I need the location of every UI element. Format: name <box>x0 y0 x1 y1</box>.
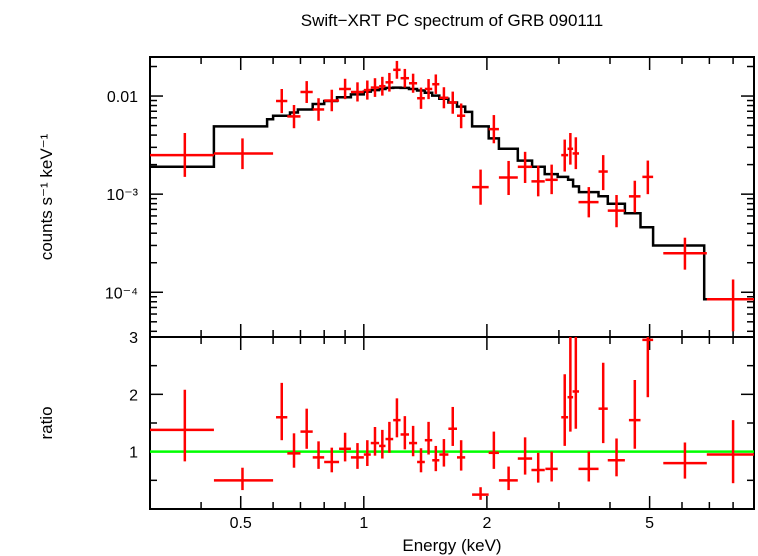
data-point <box>572 337 580 429</box>
data-point <box>324 447 340 473</box>
y-tick-label: 10⁻⁴ <box>105 285 138 302</box>
spectrum-data <box>150 60 754 332</box>
x-tick-label: 5 <box>645 515 654 532</box>
y-tick-label: 10⁻³ <box>106 187 138 204</box>
data-point <box>350 82 364 102</box>
x-tick-label: 2 <box>482 515 491 532</box>
data-point <box>339 432 351 462</box>
data-point <box>324 89 340 112</box>
data-point <box>642 337 654 398</box>
data-point <box>545 164 558 195</box>
data-point <box>379 429 386 459</box>
ratio-ticks: 0.5 1 2 5 1 2 3 <box>129 330 755 532</box>
y-tick-label: 2 <box>129 387 138 404</box>
ratio-panel: 0.5 1 2 5 1 2 3 ratio Energy (keV) <box>37 330 755 555</box>
data-point <box>287 433 301 468</box>
x-axis-label: Energy (keV) <box>402 536 501 555</box>
data-point <box>150 133 214 177</box>
data-point <box>517 437 533 475</box>
data-point <box>607 438 625 477</box>
data-point <box>424 421 433 455</box>
data-point <box>363 80 371 100</box>
data-point <box>393 398 401 438</box>
data-point <box>545 451 558 482</box>
data-point <box>312 98 325 121</box>
data-point <box>300 81 313 103</box>
data-point <box>312 441 325 469</box>
data-point <box>561 374 569 446</box>
data-point <box>370 78 380 97</box>
spectrum-panel: 0.01 10⁻³ 10⁻⁴ counts s⁻¹ keV⁻¹ <box>37 56 755 338</box>
data-point <box>561 139 569 172</box>
data-point <box>409 73 418 93</box>
data-point <box>276 382 288 441</box>
data-point <box>472 487 489 500</box>
data-point <box>287 105 301 129</box>
data-point <box>578 451 599 482</box>
data-point <box>432 74 440 94</box>
data-point <box>531 452 545 483</box>
data-point <box>385 72 394 92</box>
y-tick-label: 0.01 <box>107 89 138 106</box>
data-point <box>598 155 608 191</box>
data-point <box>417 87 425 109</box>
data-point <box>706 420 754 484</box>
data-point <box>663 237 707 270</box>
data-point <box>385 421 394 453</box>
data-point <box>448 406 457 446</box>
data-point <box>706 279 754 332</box>
data-point <box>531 165 545 197</box>
spectrum-ticks: 0.01 10⁻³ 10⁻⁴ <box>105 57 755 337</box>
data-point <box>567 133 574 165</box>
chart-title: Swift−XRT PC spectrum of GRB 090111 <box>301 11 604 30</box>
data-point <box>339 78 351 100</box>
data-point <box>572 137 580 170</box>
data-point <box>350 443 364 469</box>
data-point <box>567 337 574 432</box>
model-curve <box>150 86 754 301</box>
model-step-line <box>150 86 754 301</box>
data-point <box>213 138 274 170</box>
data-point <box>598 362 608 444</box>
data-point <box>400 416 410 450</box>
data-point <box>498 160 518 196</box>
data-point <box>456 103 466 129</box>
data-point <box>400 68 410 88</box>
data-point <box>628 180 641 213</box>
data-point <box>498 466 518 491</box>
data-point <box>409 425 418 457</box>
data-point <box>276 88 288 114</box>
data-point <box>363 440 371 466</box>
data-point <box>456 440 466 471</box>
data-point <box>432 445 440 472</box>
data-point <box>379 76 386 96</box>
data-point <box>488 115 499 144</box>
data-point <box>578 187 599 218</box>
data-point <box>439 439 449 467</box>
y-tick-label: 3 <box>129 330 138 347</box>
ratio-data <box>150 337 754 500</box>
data-point <box>213 467 274 491</box>
data-point <box>517 151 533 183</box>
data-point <box>439 87 449 109</box>
data-point <box>424 79 433 100</box>
data-point <box>300 408 313 449</box>
data-point <box>150 389 214 462</box>
data-point <box>488 431 499 469</box>
data-point <box>448 91 457 114</box>
data-point <box>472 169 489 205</box>
data-point <box>663 442 707 479</box>
x-tick-label: 0.5 <box>230 515 252 532</box>
spectrum-y-axis-label: counts s⁻¹ keV⁻¹ <box>37 133 56 260</box>
data-point <box>628 380 641 449</box>
data-point <box>417 448 425 473</box>
data-point <box>393 60 401 79</box>
x-tick-label: 1 <box>359 515 368 532</box>
data-point <box>370 427 380 456</box>
y-tick-label: 1 <box>129 445 138 462</box>
data-point <box>642 160 654 195</box>
ratio-y-axis-label: ratio <box>37 406 56 439</box>
data-point <box>607 195 625 228</box>
